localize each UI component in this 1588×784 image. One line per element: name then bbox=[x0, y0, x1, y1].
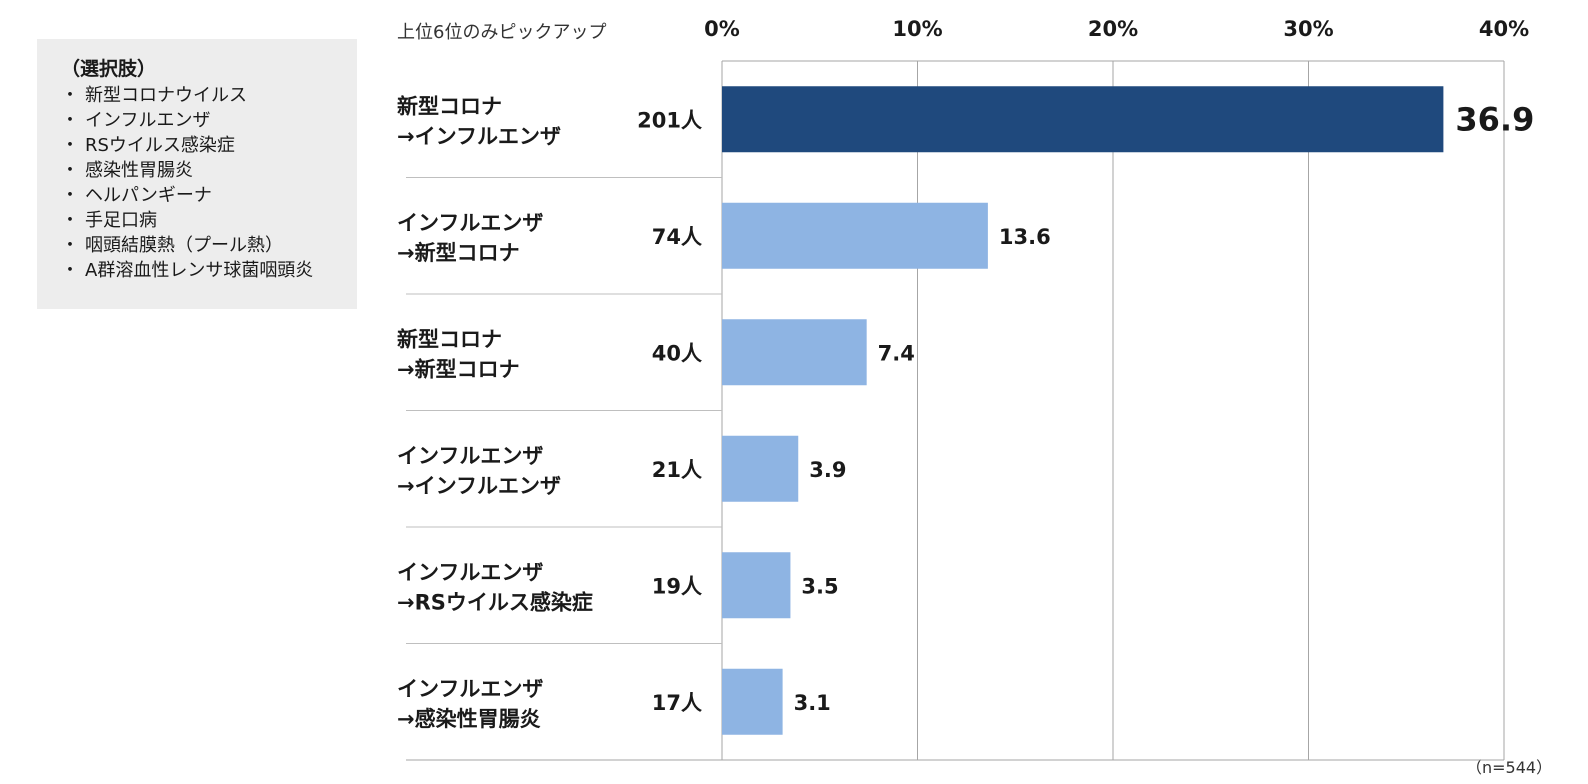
legend-item: ・咽頭結膜熱（プール熱） bbox=[61, 233, 357, 258]
choices-legend: （選択肢） ・新型コロナウイルス・インフルエンザ・ RSウイルス感染症・感染性胃腸… bbox=[37, 39, 357, 309]
legend-list: ・新型コロナウイルス・インフルエンザ・ RSウイルス感染症・感染性胃腸炎・ヘルパン… bbox=[61, 83, 357, 283]
bar-value-label: 13.6 bbox=[999, 225, 1051, 249]
legend-item-label: A群溶血性レンサ球菌咽頭炎 bbox=[85, 260, 314, 281]
count-label: 17人 bbox=[652, 691, 702, 715]
category-label-line1: インフルエンザ bbox=[397, 677, 543, 701]
legend-item: ・新型コロナウイルス bbox=[61, 83, 357, 108]
legend-title: （選択肢） bbox=[61, 58, 157, 80]
legend-bullet: ・ bbox=[61, 235, 79, 256]
x-tick-label: 20% bbox=[1088, 17, 1138, 41]
category-label-line2: →新型コロナ bbox=[397, 241, 520, 265]
count-label: 40人 bbox=[652, 341, 702, 365]
count-label: 201人 bbox=[637, 108, 702, 132]
bar-value-label: 3.5 bbox=[801, 574, 838, 598]
bar bbox=[722, 435, 799, 502]
category-label-line2: →RSウイルス感染症 bbox=[397, 590, 593, 614]
count-label: 21人 bbox=[652, 458, 702, 482]
legend-bullet: ・ bbox=[61, 160, 79, 181]
legend-bullet: ・ bbox=[61, 85, 79, 106]
bar-value-label: 3.9 bbox=[809, 458, 846, 482]
category-label-line1: 新型コロナ bbox=[397, 327, 502, 351]
legend-item: ・手足口病 bbox=[61, 208, 357, 233]
legend-item: ・ RSウイルス感染症 bbox=[61, 133, 357, 158]
bar bbox=[722, 319, 867, 386]
legend-item: ・ヘルパンギーナ bbox=[61, 183, 357, 208]
legend-bullet: ・ bbox=[61, 260, 79, 281]
legend-item-label: インフルエンザ bbox=[85, 110, 211, 131]
legend-bullet: ・ bbox=[61, 185, 79, 206]
bar-value-label: 36.9 bbox=[1455, 100, 1534, 138]
category-label-line1: 新型コロナ bbox=[397, 94, 502, 118]
legend-item-label: RSウイルス感染症 bbox=[85, 135, 235, 156]
legend-bullet: ・ bbox=[61, 110, 79, 131]
legend-item-label: 咽頭結膜熱（プール熱） bbox=[85, 235, 283, 256]
category-label-line2: →インフルエンザ bbox=[397, 124, 561, 148]
count-label: 74人 bbox=[652, 225, 702, 249]
category-label-line2: →新型コロナ bbox=[397, 357, 520, 381]
legend-item: ・ A群溶血性レンサ球菌咽頭炎 bbox=[61, 258, 357, 283]
bar bbox=[722, 86, 1444, 153]
bar-value-label: 7.4 bbox=[878, 341, 915, 365]
x-tick-label: 10% bbox=[892, 17, 942, 41]
category-label-line1: インフルエンザ bbox=[397, 211, 543, 235]
bar bbox=[722, 552, 791, 619]
legend-item: ・インフルエンザ bbox=[61, 108, 357, 133]
x-tick-label: 0% bbox=[704, 17, 740, 41]
category-label-line2: →インフルエンザ bbox=[397, 474, 561, 498]
legend-item-label: 感染性胃腸炎 bbox=[85, 160, 193, 181]
legend-bullet: ・ bbox=[61, 210, 79, 231]
x-tick-label: 30% bbox=[1283, 17, 1333, 41]
legend-bullet: ・ bbox=[61, 135, 79, 156]
x-tick-label: 40% bbox=[1479, 17, 1529, 41]
bar bbox=[722, 668, 783, 735]
count-label: 19人 bbox=[652, 574, 702, 598]
legend-item-label: 手足口病 bbox=[85, 210, 157, 231]
legend-item: ・感染性胃腸炎 bbox=[61, 158, 357, 183]
legend-item-label: ヘルパンギーナ bbox=[85, 185, 212, 206]
bar-value-label: 3.1 bbox=[794, 691, 831, 715]
category-label-line1: インフルエンザ bbox=[397, 444, 543, 468]
pickup-note: 上位6位のみピックアップ bbox=[397, 22, 607, 43]
sample-size-note: （n=544） bbox=[1466, 758, 1553, 777]
category-label-line1: インフルエンザ bbox=[397, 560, 543, 584]
legend-item-label: 新型コロナウイルス bbox=[85, 85, 247, 106]
category-label-line2: →感染性胃腸炎 bbox=[397, 707, 541, 731]
bar bbox=[722, 202, 988, 269]
